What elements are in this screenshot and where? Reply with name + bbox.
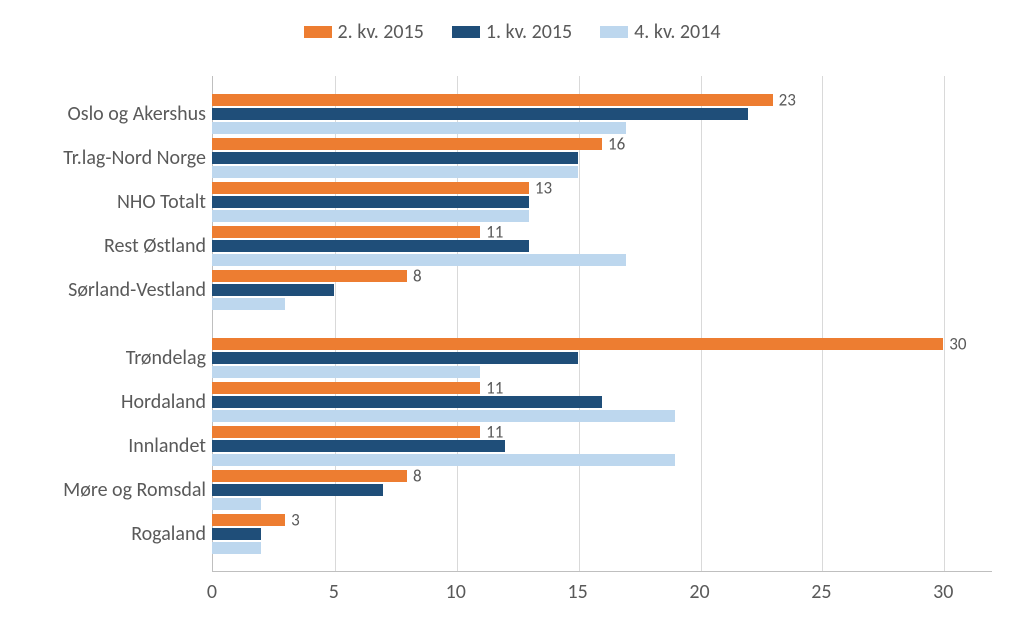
y-axis-label: Rest Østland — [104, 234, 206, 258]
x-axis-ticks: 051015202530 — [212, 576, 992, 606]
bar — [212, 122, 626, 134]
y-axis-label: Trøndelag — [126, 346, 206, 370]
legend-item-0: 2. kv. 2015 — [304, 20, 424, 44]
bar-value-label: 8 — [413, 466, 422, 487]
y-axis-label: Rogaland — [131, 522, 206, 546]
bar — [212, 352, 578, 364]
y-axis-labels: Oslo og Akershus Tr.lag-Nord Norge NHO Tot… — [0, 76, 206, 572]
bar-value-label: 3 — [291, 510, 300, 531]
x-tick-label: 30 — [933, 580, 953, 604]
x-tick-label: 25 — [811, 580, 831, 604]
legend-swatch-2 — [600, 26, 628, 38]
bar — [212, 382, 480, 394]
bar — [212, 284, 334, 296]
bar — [212, 226, 480, 238]
bar — [212, 152, 578, 164]
bar-value-label: 8 — [413, 266, 422, 287]
bar — [212, 454, 675, 466]
category-group: 8 — [212, 270, 992, 310]
x-tick-label: 5 — [329, 580, 339, 604]
bar — [212, 94, 773, 106]
bar — [212, 426, 480, 438]
legend-swatch-1 — [452, 26, 480, 38]
y-axis-label: Tr.lag-Nord Norge — [63, 146, 206, 170]
category-group: 11 — [212, 426, 992, 466]
bar — [212, 338, 943, 350]
bar-value-label: 23 — [779, 90, 796, 111]
bar — [212, 108, 748, 120]
y-axis-label: Møre og Romsdal — [63, 478, 206, 502]
y-axis-label: Sørland-Vestland — [68, 278, 206, 302]
category-group: 3 — [212, 514, 992, 554]
bar-value-label: 30 — [949, 334, 966, 355]
bar — [212, 528, 261, 540]
legend: 2. kv. 2015 1. kv. 2015 4. kv. 2014 — [0, 0, 1024, 50]
chart-container: 2. kv. 2015 1. kv. 2015 4. kv. 2014 0 5 10… — [0, 0, 1024, 617]
bar — [212, 514, 285, 526]
bar — [212, 182, 529, 194]
category-group: 23 — [212, 94, 992, 134]
bar — [212, 166, 578, 178]
bar-rows: 23161311830111183 — [212, 76, 992, 572]
legend-swatch-0 — [304, 26, 332, 38]
category-group: 16 — [212, 138, 992, 178]
legend-item-2: 4. kv. 2014 — [600, 20, 720, 44]
bar — [212, 410, 675, 422]
x-tick-label: 20 — [689, 580, 709, 604]
bar-value-label: 13 — [535, 178, 552, 199]
bar — [212, 138, 602, 150]
legend-label-1: 1. kv. 2015 — [486, 20, 572, 44]
legend-label-0: 2. kv. 2015 — [338, 20, 424, 44]
category-group: 13 — [212, 182, 992, 222]
bar — [212, 298, 285, 310]
x-tick-label: 15 — [567, 580, 587, 604]
bar — [212, 196, 529, 208]
y-axis-label: Hordaland — [121, 390, 206, 414]
category-group: 11 — [212, 226, 992, 266]
y-axis-label: Innlandet — [128, 434, 206, 458]
bar — [212, 498, 261, 510]
legend-label-2: 4. kv. 2014 — [634, 20, 720, 44]
category-group: 11 — [212, 382, 992, 422]
category-group: 30 — [212, 338, 992, 378]
legend-item-1: 1. kv. 2015 — [452, 20, 572, 44]
x-tick-label: 10 — [446, 580, 466, 604]
bar — [212, 366, 480, 378]
bar — [212, 542, 261, 554]
bar — [212, 270, 407, 282]
bar — [212, 484, 383, 496]
y-axis-label: Oslo og Akershus — [68, 102, 206, 126]
bar — [212, 240, 529, 252]
category-group: 8 — [212, 470, 992, 510]
bar — [212, 470, 407, 482]
bar-value-label: 16 — [608, 134, 625, 155]
bar — [212, 440, 505, 452]
bar — [212, 210, 529, 222]
bar — [212, 396, 602, 408]
bar — [212, 254, 626, 266]
x-tick-label: 0 — [207, 580, 217, 604]
y-axis-label: NHO Totalt — [117, 190, 206, 214]
